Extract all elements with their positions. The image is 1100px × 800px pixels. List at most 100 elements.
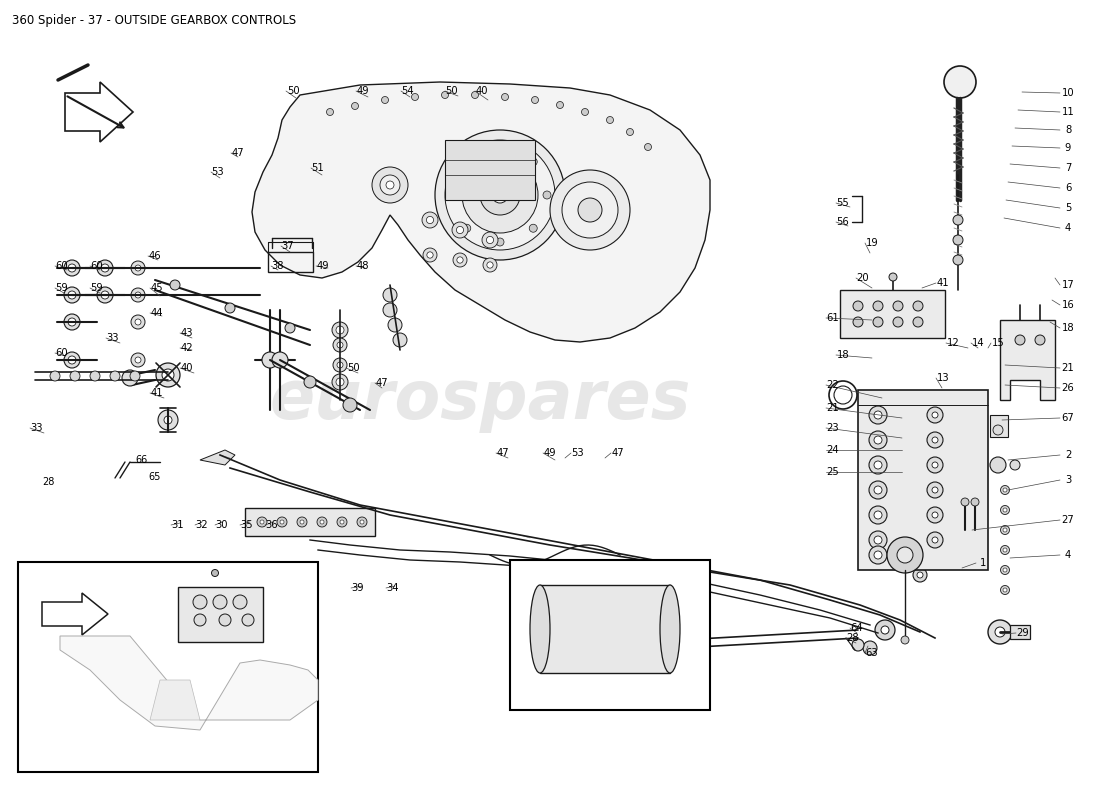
Bar: [840, 290, 945, 338]
Text: 17: 17: [1062, 280, 1075, 290]
Text: 54: 54: [402, 86, 415, 96]
Text: 46: 46: [148, 251, 162, 261]
Circle shape: [927, 432, 943, 448]
Circle shape: [272, 352, 288, 368]
Circle shape: [456, 226, 463, 234]
Circle shape: [68, 264, 76, 272]
Text: 50: 50: [287, 86, 299, 96]
Text: 44: 44: [151, 308, 163, 318]
Circle shape: [1003, 548, 1006, 552]
Circle shape: [336, 378, 344, 386]
Circle shape: [352, 102, 359, 110]
Text: 37: 37: [282, 241, 295, 251]
Circle shape: [434, 130, 565, 260]
Circle shape: [304, 376, 316, 388]
Text: 45: 45: [151, 283, 163, 293]
Circle shape: [869, 531, 887, 549]
Polygon shape: [1000, 320, 1055, 400]
Circle shape: [64, 352, 80, 368]
Text: 40: 40: [475, 86, 488, 96]
Circle shape: [487, 262, 493, 268]
Text: 32: 32: [196, 520, 208, 530]
Circle shape: [382, 97, 388, 103]
Text: 59: 59: [56, 283, 68, 293]
Circle shape: [932, 412, 938, 418]
Polygon shape: [252, 82, 710, 342]
Text: 55: 55: [837, 198, 849, 208]
Polygon shape: [65, 82, 133, 142]
Circle shape: [913, 568, 927, 582]
Text: 25: 25: [826, 467, 839, 477]
Text: 39: 39: [352, 583, 364, 593]
Circle shape: [944, 66, 976, 98]
Text: 6: 6: [1065, 183, 1071, 193]
Circle shape: [90, 371, 100, 381]
Text: 53: 53: [211, 167, 224, 177]
Text: 23: 23: [827, 423, 839, 433]
Circle shape: [502, 94, 508, 101]
Circle shape: [874, 411, 882, 419]
Circle shape: [971, 498, 979, 506]
Circle shape: [1003, 568, 1006, 572]
Circle shape: [874, 551, 882, 559]
Text: 10: 10: [1062, 88, 1075, 98]
Text: 53: 53: [572, 448, 584, 458]
Text: 61: 61: [826, 313, 839, 323]
Circle shape: [887, 537, 923, 573]
Circle shape: [627, 129, 634, 135]
Text: 3: 3: [1065, 475, 1071, 485]
Text: 65: 65: [148, 472, 162, 482]
Circle shape: [1035, 335, 1045, 345]
Circle shape: [913, 317, 923, 327]
Circle shape: [70, 371, 80, 381]
Circle shape: [327, 109, 333, 115]
Circle shape: [877, 537, 883, 543]
Text: 51: 51: [311, 163, 324, 173]
Bar: [178, 587, 263, 642]
Text: 49: 49: [543, 448, 557, 458]
Circle shape: [158, 410, 178, 430]
Circle shape: [496, 238, 504, 246]
Text: 8: 8: [1065, 125, 1071, 135]
Ellipse shape: [530, 585, 550, 673]
Circle shape: [383, 303, 397, 317]
Circle shape: [1015, 335, 1025, 345]
Circle shape: [122, 370, 138, 386]
Circle shape: [543, 191, 551, 199]
Text: 19: 19: [866, 238, 879, 248]
Bar: [540, 585, 670, 673]
Circle shape: [869, 546, 887, 564]
Text: 58: 58: [252, 591, 264, 601]
Circle shape: [453, 253, 468, 267]
Circle shape: [896, 547, 913, 563]
Circle shape: [462, 157, 538, 233]
Text: 18: 18: [1062, 323, 1075, 333]
Text: 21: 21: [826, 403, 839, 413]
Circle shape: [482, 232, 498, 248]
Bar: [446, 140, 535, 200]
Circle shape: [874, 486, 882, 494]
Text: 60: 60: [56, 261, 68, 271]
Circle shape: [927, 507, 943, 523]
Circle shape: [932, 537, 938, 543]
Text: 48: 48: [356, 261, 370, 271]
Circle shape: [300, 520, 304, 524]
Circle shape: [135, 265, 141, 271]
Circle shape: [463, 158, 471, 166]
Circle shape: [953, 215, 962, 225]
Circle shape: [50, 371, 60, 381]
Text: 16: 16: [1062, 300, 1075, 310]
Circle shape: [262, 352, 278, 368]
Text: 60: 60: [90, 261, 103, 271]
Circle shape: [486, 237, 494, 243]
Circle shape: [135, 357, 141, 363]
Text: 31: 31: [172, 520, 185, 530]
Circle shape: [531, 97, 539, 103]
Circle shape: [164, 416, 172, 424]
Circle shape: [456, 257, 463, 263]
Circle shape: [337, 342, 343, 348]
Circle shape: [219, 614, 231, 626]
Circle shape: [990, 457, 1006, 473]
Circle shape: [1001, 506, 1010, 514]
Circle shape: [388, 318, 401, 332]
